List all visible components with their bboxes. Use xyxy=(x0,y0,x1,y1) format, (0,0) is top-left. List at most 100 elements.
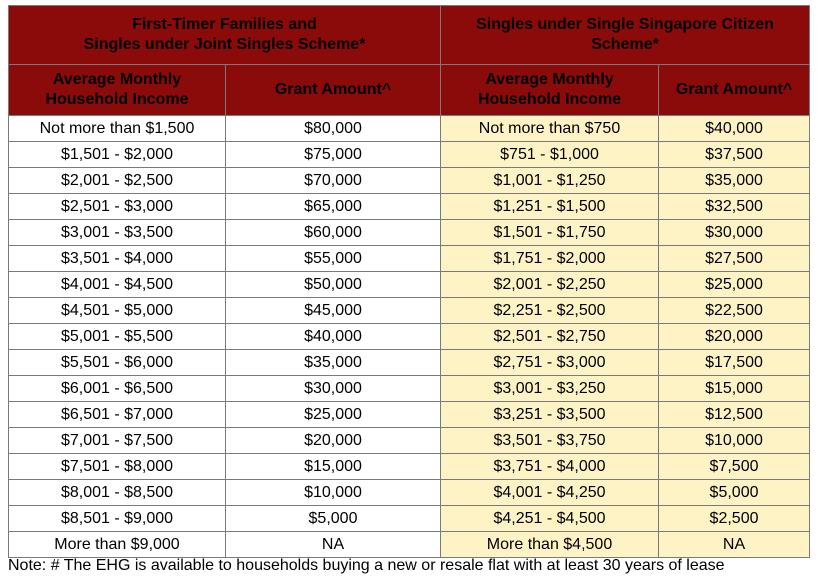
grant-families-cell: $75,000 xyxy=(224,141,442,168)
grant-families-cell: NA xyxy=(224,531,442,558)
grant-table: First-Timer Families and Singles under J… xyxy=(7,5,811,558)
header-income-singles-text: Average Monthly Household Income xyxy=(477,71,622,108)
grant-singles-cell: $27,500 xyxy=(658,245,811,272)
grant-families-cell: $45,000 xyxy=(224,297,442,324)
table-row: $8,001 - $8,500 $10,000 $4,001 - $4,250 $5,… xyxy=(8,479,811,506)
grant-singles-cell: $32,500 xyxy=(658,193,811,220)
table-row: $2,001 - $2,500 $70,000 $1,001 - $1,250 $35… xyxy=(8,167,811,194)
table-row: $3,501 - $4,000 $55,000 $1,751 - $2,000 $27… xyxy=(8,245,811,272)
income-families-cell: $3,501 - $4,000 xyxy=(8,245,226,272)
table-row: $6,501 - $7,000 $25,000 $3,251 - $3,500 $12… xyxy=(8,401,811,428)
grant-singles-cell: $30,000 xyxy=(658,219,811,246)
grant-singles-cell: $5,000 xyxy=(658,479,811,506)
income-singles-cell: $1,501 - $1,750 xyxy=(440,219,660,246)
grant-singles-cell: $25,000 xyxy=(658,271,811,298)
grant-families-cell: $5,000 xyxy=(224,505,442,532)
income-singles-cell: $3,751 - $4,000 xyxy=(440,453,660,480)
grant-families-cell: $30,000 xyxy=(224,375,442,402)
header-grant-singles: Grant Amount^ xyxy=(658,64,811,116)
grant-families-cell: $70,000 xyxy=(224,167,442,194)
income-singles-cell: $1,001 - $1,250 xyxy=(440,167,660,194)
header-income-singles: Average Monthly Household Income xyxy=(440,64,660,116)
grant-families-cell: $55,000 xyxy=(224,245,442,272)
grant-singles-cell: $7,500 xyxy=(658,453,811,480)
income-families-cell: More than $9,000 xyxy=(8,531,226,558)
table-row: Not more than $1,500 $80,000 Not more than… xyxy=(8,115,811,142)
income-families-cell: Not more than $1,500 xyxy=(8,115,226,142)
table-row: $7,001 - $7,500 $20,000 $3,501 - $3,750 $10… xyxy=(8,427,811,454)
header-group-families-text: First-Timer Families and Singles under J… xyxy=(83,16,366,53)
grant-families-cell: $50,000 xyxy=(224,271,442,298)
grant-families-cell: $15,000 xyxy=(224,453,442,480)
grant-families-cell: $80,000 xyxy=(224,115,442,142)
income-singles-cell: $1,751 - $2,000 xyxy=(440,245,660,272)
income-singles-cell: $2,501 - $2,750 xyxy=(440,323,660,350)
income-singles-cell: $751 - $1,000 xyxy=(440,141,660,168)
grant-singles-cell: $22,500 xyxy=(658,297,811,324)
income-families-cell: $6,001 - $6,500 xyxy=(8,375,226,402)
income-families-cell: $1,501 - $2,000 xyxy=(8,141,226,168)
income-singles-cell: $2,251 - $2,500 xyxy=(440,297,660,324)
income-singles-cell: $4,001 - $4,250 xyxy=(440,479,660,506)
header-group-singles-text: Singles under Single Singapore Citizen S… xyxy=(476,16,774,53)
income-singles-cell: $1,251 - $1,500 xyxy=(440,193,660,220)
income-families-cell: $5,501 - $6,000 xyxy=(8,349,226,376)
grant-families-cell: $65,000 xyxy=(224,193,442,220)
grant-families-cell: $60,000 xyxy=(224,219,442,246)
grant-singles-cell: $17,500 xyxy=(658,349,811,376)
income-families-cell: $6,501 - $7,000 xyxy=(8,401,226,428)
header-grant-families-text: Grant Amount^ xyxy=(274,81,392,98)
income-singles-cell: $3,251 - $3,500 xyxy=(440,401,660,428)
table-row: $5,501 - $6,000 $35,000 $2,751 - $3,000 $17… xyxy=(8,349,811,376)
grant-singles-cell: $15,000 xyxy=(658,375,811,402)
grant-singles-cell: $12,500 xyxy=(658,401,811,428)
income-families-cell: $8,501 - $9,000 xyxy=(8,505,226,532)
table-row: $6,001 - $6,500 $30,000 $3,001 - $3,250 $15… xyxy=(8,375,811,402)
grant-families-cell: $20,000 xyxy=(224,427,442,454)
grant-families-cell: $10,000 xyxy=(224,479,442,506)
footnote: Note: # The EHG is available to househol… xyxy=(8,557,725,574)
grant-singles-cell: $35,000 xyxy=(658,167,811,194)
income-families-cell: $2,001 - $2,500 xyxy=(8,167,226,194)
income-families-cell: $4,001 - $4,500 xyxy=(8,271,226,298)
header-group-singles: Singles under Single Singapore Citizen S… xyxy=(440,5,811,65)
grant-singles-cell: $20,000 xyxy=(658,323,811,350)
grant-singles-cell: $37,500 xyxy=(658,141,811,168)
grant-families-cell: $40,000 xyxy=(224,323,442,350)
header-income-families: Average Monthly Household Income xyxy=(8,64,226,116)
income-singles-cell: $2,751 - $3,000 xyxy=(440,349,660,376)
income-singles-cell: $2,001 - $2,250 xyxy=(440,271,660,298)
income-families-cell: $2,501 - $3,000 xyxy=(8,193,226,220)
grant-singles-cell: $40,000 xyxy=(658,115,811,142)
table-row: $7,501 - $8,000 $15,000 $3,751 - $4,000 $7,… xyxy=(8,453,811,480)
table-row: More than $9,000 NA More than $4,500 NA xyxy=(8,531,811,558)
grant-families-cell: $35,000 xyxy=(224,349,442,376)
header-grant-families: Grant Amount^ xyxy=(224,64,442,116)
income-singles-cell: $3,001 - $3,250 xyxy=(440,375,660,402)
grant-families-cell: $25,000 xyxy=(224,401,442,428)
income-families-cell: $7,001 - $7,500 xyxy=(8,427,226,454)
income-singles-cell: $3,501 - $3,750 xyxy=(440,427,660,454)
table-row: $2,501 - $3,000 $65,000 $1,251 - $1,500 $32… xyxy=(8,193,811,220)
table-row: $4,501 - $5,000 $45,000 $2,251 - $2,500 $22… xyxy=(8,297,811,324)
income-families-cell: $4,501 - $5,000 xyxy=(8,297,226,324)
header-grant-singles-text: Grant Amount^ xyxy=(675,81,793,98)
table-row: $8,501 - $9,000 $5,000 $4,251 - $4,500 $2,5… xyxy=(8,505,811,532)
header-group-families: First-Timer Families and Singles under J… xyxy=(7,5,442,65)
income-families-cell: $3,001 - $3,500 xyxy=(8,219,226,246)
table-row: $1,501 - $2,000 $75,000 $751 - $1,000 $37,5… xyxy=(8,141,811,168)
header-income-families-text: Average Monthly Household Income xyxy=(45,71,189,108)
income-families-cell: $7,501 - $8,000 xyxy=(8,453,226,480)
table-row: $5,001 - $5,500 $40,000 $2,501 - $2,750 $20… xyxy=(8,323,811,350)
table-row: $3,001 - $3,500 $60,000 $1,501 - $1,750 $30… xyxy=(8,219,811,246)
grant-singles-cell: NA xyxy=(658,531,811,558)
income-singles-cell: $4,251 - $4,500 xyxy=(440,505,660,532)
income-families-cell: $8,001 - $8,500 xyxy=(8,479,226,506)
income-families-cell: $5,001 - $5,500 xyxy=(8,323,226,350)
grant-singles-cell: $2,500 xyxy=(658,505,811,532)
grant-singles-cell: $10,000 xyxy=(658,427,811,454)
table-row: $4,001 - $4,500 $50,000 $2,001 - $2,250 $25… xyxy=(8,271,811,298)
income-singles-cell: Not more than $750 xyxy=(440,115,660,142)
income-singles-cell: More than $4,500 xyxy=(440,531,660,558)
grant-table-body: Not more than $1,500 $80,000 Not more than… xyxy=(8,115,811,558)
